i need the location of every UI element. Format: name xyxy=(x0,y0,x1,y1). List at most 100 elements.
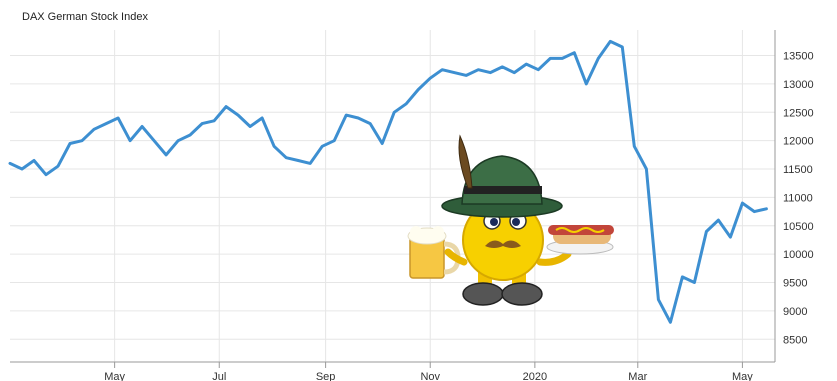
data-point xyxy=(585,83,587,85)
data-point xyxy=(633,145,635,147)
data-point xyxy=(549,57,551,59)
data-point xyxy=(429,77,431,79)
data-point xyxy=(105,122,107,124)
data-point xyxy=(465,74,467,76)
data-point xyxy=(285,157,287,159)
data-point xyxy=(741,202,743,204)
series-layer xyxy=(8,39,768,324)
right-arm xyxy=(536,250,572,266)
data-point xyxy=(417,88,419,90)
data-point xyxy=(537,69,539,71)
data-point xyxy=(129,140,131,142)
data-point xyxy=(753,210,755,212)
hotdog-plate-icon xyxy=(546,225,614,255)
data-point xyxy=(225,105,227,107)
data-point xyxy=(357,117,359,119)
y-tick-label: 9500 xyxy=(783,278,807,290)
data-point xyxy=(261,117,263,119)
data-point xyxy=(621,46,623,48)
left-shoe xyxy=(462,282,504,306)
data-point xyxy=(273,145,275,147)
x-tick-label: Sep xyxy=(316,371,336,381)
data-point xyxy=(765,208,767,210)
data-point xyxy=(573,52,575,54)
data-point xyxy=(81,140,83,142)
data-point xyxy=(249,125,251,127)
data-point xyxy=(669,321,671,323)
hat-crown xyxy=(461,155,543,205)
data-point xyxy=(477,69,479,71)
data-point xyxy=(9,162,11,164)
y-tick-label: 13000 xyxy=(783,79,814,91)
mustache xyxy=(485,240,521,248)
data-point xyxy=(513,71,515,73)
data-point xyxy=(345,114,347,116)
data-point xyxy=(165,154,167,156)
data-point xyxy=(333,140,335,142)
y-tick-label: 11500 xyxy=(783,164,813,176)
data-point xyxy=(57,165,59,167)
data-point xyxy=(69,142,71,144)
right-shoe xyxy=(501,282,543,306)
data-point xyxy=(321,145,323,147)
left-arm xyxy=(444,248,468,266)
y-tick-label: 13500 xyxy=(783,51,814,63)
data-point xyxy=(141,125,143,127)
chart-title: DAX German Stock Index xyxy=(22,11,148,23)
data-point xyxy=(369,122,371,124)
data-point xyxy=(201,122,203,124)
grid-lines xyxy=(10,30,775,362)
data-point xyxy=(177,140,179,142)
data-point xyxy=(645,168,647,170)
y-tick-label: 8500 xyxy=(783,334,807,346)
data-point xyxy=(441,69,443,71)
y-tick-label: 9000 xyxy=(783,306,807,318)
data-point xyxy=(93,128,95,130)
x-tick-label: Nov xyxy=(420,371,440,381)
data-point xyxy=(729,236,731,238)
x-tick-labels: May Jul Sep Nov 2020 Mar May xyxy=(104,371,753,381)
data-point xyxy=(405,103,407,105)
hat-feather-icon xyxy=(458,134,473,189)
data-point xyxy=(561,57,563,59)
data-point xyxy=(153,140,155,142)
data-point xyxy=(33,159,35,161)
data-point xyxy=(489,71,491,73)
beer-mug-icon xyxy=(407,226,461,279)
y-tick-label: 10000 xyxy=(783,249,814,261)
x-tick-label: Jul xyxy=(212,371,226,381)
x-tick-label: Mar xyxy=(628,371,647,381)
data-point xyxy=(501,66,503,68)
data-point xyxy=(717,219,719,221)
axes xyxy=(10,30,776,368)
y-tick-labels: 8500 9000 9500 10000 10500 11000 11500 12000 125… xyxy=(783,51,814,347)
hat-band xyxy=(464,186,542,194)
data-point xyxy=(189,134,191,136)
data-point xyxy=(21,168,23,170)
data-point xyxy=(705,230,707,232)
data-point xyxy=(117,117,119,119)
data-point xyxy=(309,162,311,164)
y-tick-label: 10500 xyxy=(783,221,814,233)
data-point xyxy=(237,114,239,116)
x-tick-label: 2020 xyxy=(523,371,547,381)
data-point xyxy=(297,159,299,161)
data-point xyxy=(657,298,659,300)
data-point xyxy=(213,120,215,122)
data-point xyxy=(525,63,527,65)
y-tick-label: 12500 xyxy=(783,107,814,119)
bavarian-smiley-mascot xyxy=(407,134,614,306)
series-line-dax xyxy=(8,39,768,324)
data-point xyxy=(45,174,47,176)
data-point xyxy=(693,281,695,283)
data-point xyxy=(453,71,455,73)
data-point xyxy=(597,57,599,59)
x-tick-label: May xyxy=(732,371,753,381)
data-point xyxy=(609,40,611,42)
y-tick-label: 11000 xyxy=(783,192,813,204)
x-tick-label: May xyxy=(104,371,125,381)
data-point xyxy=(681,276,683,278)
data-point xyxy=(393,111,395,113)
y-tick-label: 12000 xyxy=(783,136,814,148)
